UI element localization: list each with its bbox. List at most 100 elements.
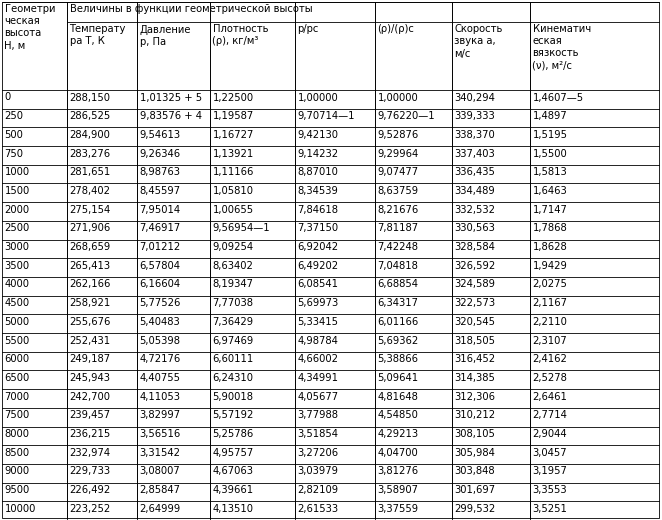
Text: 268,659: 268,659 <box>70 242 111 252</box>
Text: 8,19347: 8,19347 <box>213 279 254 290</box>
Text: 310,212: 310,212 <box>455 410 496 420</box>
Text: 250: 250 <box>5 111 23 121</box>
Text: 9,29964: 9,29964 <box>377 149 419 159</box>
Text: 6,68854: 6,68854 <box>377 279 418 290</box>
Text: 8,45597: 8,45597 <box>140 186 181 196</box>
Text: 1,7868: 1,7868 <box>532 224 567 233</box>
Text: 1,7147: 1,7147 <box>532 205 567 215</box>
Text: 3,81276: 3,81276 <box>377 466 418 476</box>
Text: 8,98763: 8,98763 <box>140 167 181 177</box>
Text: 7,95014: 7,95014 <box>140 205 181 215</box>
Text: 9,54613: 9,54613 <box>140 130 181 140</box>
Text: (ρ)/(ρ)с: (ρ)/(ρ)с <box>377 24 414 34</box>
Text: 1,19587: 1,19587 <box>213 111 254 121</box>
Text: 303,848: 303,848 <box>455 466 495 476</box>
Text: 7,37150: 7,37150 <box>297 224 339 233</box>
Text: 9,76220—1: 9,76220—1 <box>377 111 435 121</box>
Text: 3,37559: 3,37559 <box>377 504 418 514</box>
Text: 8,21676: 8,21676 <box>377 205 419 215</box>
Text: 4,29213: 4,29213 <box>377 429 418 439</box>
Text: Плотность
(ρ), кг/м³: Плотность (ρ), кг/м³ <box>213 24 268 46</box>
Text: 0: 0 <box>5 93 11 102</box>
Text: 5,33415: 5,33415 <box>297 317 338 327</box>
Text: Давление
p, Па: Давление p, Па <box>140 24 191 46</box>
Text: 8,87010: 8,87010 <box>297 167 338 177</box>
Text: 3,0457: 3,0457 <box>532 448 567 458</box>
Text: 7,01212: 7,01212 <box>140 242 181 252</box>
Text: 8,34539: 8,34539 <box>297 186 338 196</box>
Text: 7,04818: 7,04818 <box>377 261 418 271</box>
Text: 255,676: 255,676 <box>70 317 111 327</box>
Text: 252,431: 252,431 <box>70 335 111 346</box>
Text: 265,413: 265,413 <box>70 261 111 271</box>
Text: 5,38866: 5,38866 <box>377 354 418 364</box>
Text: 236,215: 236,215 <box>70 429 111 439</box>
Text: 1,8628: 1,8628 <box>532 242 567 252</box>
Text: 9,56954—1: 9,56954—1 <box>213 224 270 233</box>
Text: 5,69362: 5,69362 <box>377 335 419 346</box>
Text: 9,52876: 9,52876 <box>377 130 419 140</box>
Text: 9,07477: 9,07477 <box>377 167 418 177</box>
Text: 3,27206: 3,27206 <box>297 448 339 458</box>
Text: 286,525: 286,525 <box>70 111 111 121</box>
Text: 301,697: 301,697 <box>455 485 496 495</box>
Text: 332,532: 332,532 <box>455 205 495 215</box>
Text: 299,532: 299,532 <box>455 504 496 514</box>
Text: 5,77526: 5,77526 <box>140 298 181 308</box>
Text: 318,505: 318,505 <box>455 335 495 346</box>
Text: 242,700: 242,700 <box>70 392 111 401</box>
Text: 3,1957: 3,1957 <box>532 466 567 476</box>
Text: 1,22500: 1,22500 <box>213 93 254 102</box>
Text: 3,08007: 3,08007 <box>140 466 180 476</box>
Text: 6,49202: 6,49202 <box>297 261 339 271</box>
Text: 5,05398: 5,05398 <box>140 335 181 346</box>
Text: 226,492: 226,492 <box>70 485 111 495</box>
Text: 2,3107: 2,3107 <box>532 335 567 346</box>
Text: 1,16727: 1,16727 <box>213 130 254 140</box>
Text: 4,34991: 4,34991 <box>297 373 338 383</box>
Text: 320,545: 320,545 <box>455 317 495 327</box>
Text: 337,403: 337,403 <box>455 149 495 159</box>
Text: 1000: 1000 <box>5 167 30 177</box>
Text: 4,11053: 4,11053 <box>140 392 181 401</box>
Text: 2,0275: 2,0275 <box>532 279 567 290</box>
Text: 308,105: 308,105 <box>455 429 495 439</box>
Text: 10000: 10000 <box>5 504 36 514</box>
Text: 5,25786: 5,25786 <box>213 429 254 439</box>
Text: 4,66002: 4,66002 <box>297 354 338 364</box>
Text: Величины в функции геометрической высоты: Величины в функции геометрической высоты <box>70 5 312 15</box>
Text: 2,9044: 2,9044 <box>532 429 567 439</box>
Text: 2,5278: 2,5278 <box>532 373 567 383</box>
Text: 1,11166: 1,11166 <box>213 167 254 177</box>
Text: 4,67063: 4,67063 <box>213 466 254 476</box>
Text: 3,51854: 3,51854 <box>297 429 338 439</box>
Text: 3,5251: 3,5251 <box>532 504 567 514</box>
Text: 6,24310: 6,24310 <box>213 373 254 383</box>
Text: 7,36429: 7,36429 <box>213 317 254 327</box>
Text: 5,40483: 5,40483 <box>140 317 180 327</box>
Text: 3,82997: 3,82997 <box>140 410 181 420</box>
Text: 3,03979: 3,03979 <box>297 466 338 476</box>
Text: 324,589: 324,589 <box>455 279 495 290</box>
Text: 6,34317: 6,34317 <box>377 298 418 308</box>
Text: 5,57192: 5,57192 <box>213 410 254 420</box>
Text: 5,90018: 5,90018 <box>213 392 254 401</box>
Text: 3000: 3000 <box>5 242 30 252</box>
Text: 3,77988: 3,77988 <box>297 410 338 420</box>
Text: 326,592: 326,592 <box>455 261 496 271</box>
Text: 1,01325 + 5: 1,01325 + 5 <box>140 93 202 102</box>
Text: 283,276: 283,276 <box>70 149 111 159</box>
Text: 4000: 4000 <box>5 279 30 290</box>
Text: Кинематич
еская
вязкость
(ν), м²/с: Кинематич еская вязкость (ν), м²/с <box>532 24 591 71</box>
Text: 2500: 2500 <box>5 224 30 233</box>
Text: 7,81187: 7,81187 <box>377 224 418 233</box>
Text: Геометри
ческая
высота
Н, м: Геометри ческая высота Н, м <box>5 5 55 50</box>
Text: 4,13510: 4,13510 <box>213 504 254 514</box>
Text: 7,46917: 7,46917 <box>140 224 181 233</box>
Text: 3,58907: 3,58907 <box>377 485 418 495</box>
Text: 4,98784: 4,98784 <box>297 335 338 346</box>
Text: 500: 500 <box>5 130 23 140</box>
Text: 1,4897: 1,4897 <box>532 111 567 121</box>
Text: 339,333: 339,333 <box>455 111 495 121</box>
Text: 5,69973: 5,69973 <box>297 298 339 308</box>
